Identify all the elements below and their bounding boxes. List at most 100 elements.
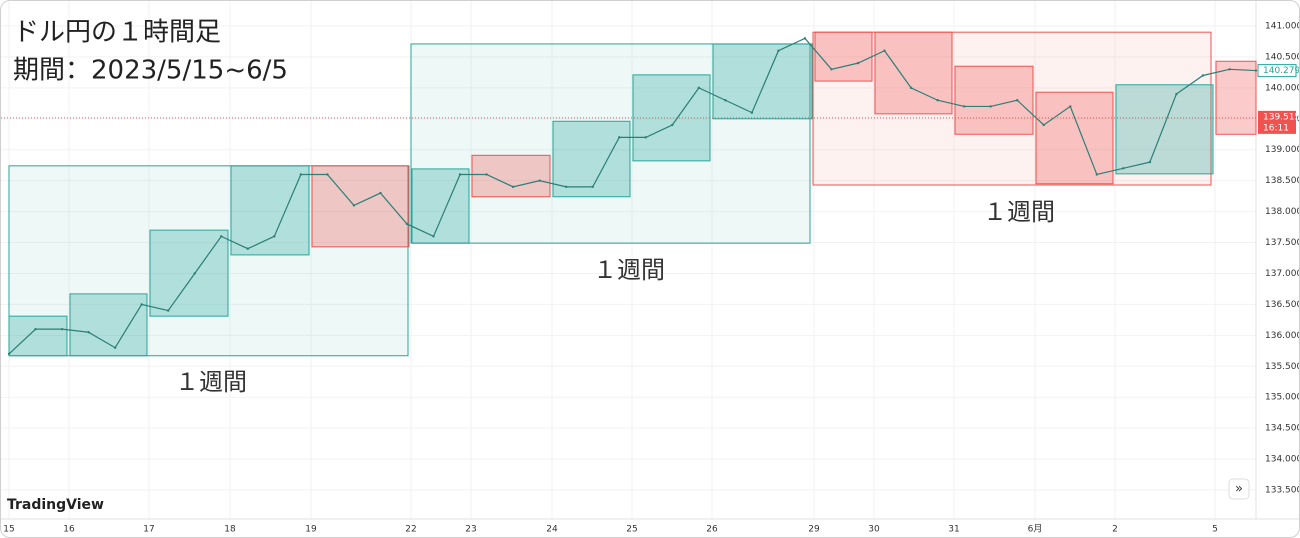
y-tick-label: 135.000 xyxy=(1265,393,1299,403)
price-point xyxy=(1095,173,1099,176)
daily-box xyxy=(1035,91,1114,185)
x-tick-label: 6月 xyxy=(1028,524,1043,535)
daily-box xyxy=(8,315,68,357)
price-point xyxy=(220,235,223,238)
y-tick-label: 136.000 xyxy=(1265,331,1299,341)
price-point xyxy=(697,86,701,90)
nav-button-bg[interactable] xyxy=(1228,478,1250,500)
y-tick-label: 136.500 xyxy=(1265,300,1299,310)
price-point xyxy=(273,235,276,238)
price-point xyxy=(405,222,409,226)
daily-box xyxy=(712,43,813,120)
daily-box xyxy=(954,65,1034,135)
y-tick-label: 139.000 xyxy=(1265,145,1299,155)
price-point xyxy=(1254,69,1258,72)
x-tick-label: 23 xyxy=(465,525,476,535)
title-line: 期間：2023/5/15~6/5 xyxy=(13,56,288,86)
price-point xyxy=(883,49,886,52)
daily-box xyxy=(69,293,148,357)
week-annotation: １週間 xyxy=(983,198,1055,226)
price-point xyxy=(564,185,568,189)
price-point xyxy=(432,235,435,238)
price-line xyxy=(8,37,1257,355)
price-point xyxy=(777,49,780,52)
price-point xyxy=(1228,68,1231,71)
y-tick-label: 140.500 xyxy=(1265,52,1299,62)
x-tick-label: 29 xyxy=(808,525,820,535)
daily-box xyxy=(471,154,551,198)
x-tick-label: 24 xyxy=(546,525,558,535)
price-point xyxy=(538,179,541,182)
price-point xyxy=(326,173,329,176)
logo: TradingView xyxy=(7,497,104,513)
daily-box xyxy=(1115,84,1214,175)
price-point xyxy=(1175,92,1178,96)
daily-box xyxy=(411,168,470,244)
nav-button[interactable]: » xyxy=(1235,482,1243,497)
x-tick-label: 25 xyxy=(626,525,637,535)
marker-price-label: 139.515 xyxy=(1263,112,1299,122)
price-point xyxy=(246,247,249,250)
x-tick-label: 16 xyxy=(63,525,75,535)
price-point xyxy=(750,111,754,114)
x-tick-label: 31 xyxy=(948,525,959,535)
last-price-tag xyxy=(1257,64,1297,78)
price-point xyxy=(1069,105,1072,108)
price-point xyxy=(379,191,382,195)
price-point xyxy=(511,185,515,189)
price-point xyxy=(644,136,647,139)
price-point xyxy=(60,327,64,331)
price-point xyxy=(193,272,196,275)
marker-tag xyxy=(1258,110,1296,134)
x-tick-label: 30 xyxy=(868,525,880,535)
x-tick-label: 15 xyxy=(3,525,14,535)
price-point xyxy=(1042,123,1045,127)
daily-box xyxy=(552,120,631,198)
weekly-box xyxy=(410,43,811,244)
price-point xyxy=(936,99,939,102)
price-point xyxy=(830,68,833,71)
price-point xyxy=(671,123,674,127)
y-tick-label: 138.000 xyxy=(1265,207,1299,217)
price-point xyxy=(1122,167,1125,170)
y-tick-label: 134.000 xyxy=(1265,455,1299,465)
price-point xyxy=(803,37,807,40)
price-point xyxy=(7,352,11,356)
price-point xyxy=(1016,99,1019,102)
price-point xyxy=(909,86,913,90)
x-tick-label: 22 xyxy=(405,525,416,535)
price-point xyxy=(618,136,621,139)
daily-box xyxy=(311,165,410,248)
price-point xyxy=(458,173,462,176)
x-tick-label: 26 xyxy=(706,525,718,535)
price-point xyxy=(485,173,488,176)
daily-box xyxy=(1215,60,1257,135)
price-point xyxy=(140,303,143,306)
price-point xyxy=(299,173,303,176)
price-point xyxy=(34,327,37,331)
price-point xyxy=(1201,74,1205,77)
x-tick-label: 5 xyxy=(1212,525,1218,535)
y-tick-label: 140.000 xyxy=(1265,83,1299,93)
price-point xyxy=(1148,160,1152,164)
y-tick-label: 141.000 xyxy=(1265,22,1299,32)
price-point xyxy=(989,105,992,108)
price-point xyxy=(87,331,90,334)
price-point xyxy=(856,61,860,65)
title-line: ドル円の１時間足 xyxy=(13,18,221,48)
last-price-label: 140.279 xyxy=(1263,66,1299,76)
week-annotation: １週間 xyxy=(175,368,247,396)
price-point xyxy=(352,204,356,207)
y-tick-label: 133.500 xyxy=(1265,486,1299,496)
y-tick-label: 134.500 xyxy=(1265,424,1299,434)
x-tick-label: 2 xyxy=(1112,525,1118,535)
price-point xyxy=(724,99,727,102)
price-point xyxy=(591,185,594,189)
daily-box xyxy=(230,165,310,256)
daily-box xyxy=(814,31,873,82)
x-tick-label: 19 xyxy=(305,525,317,535)
daily-box xyxy=(874,31,953,115)
y-tick-label: 135.500 xyxy=(1265,362,1299,372)
